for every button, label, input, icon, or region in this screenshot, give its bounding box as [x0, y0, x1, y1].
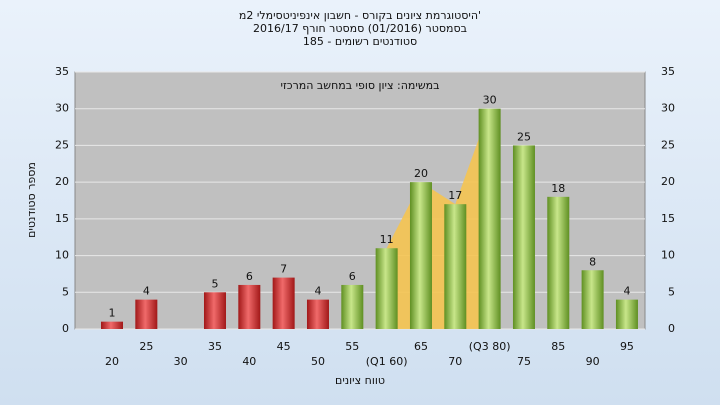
data-label: 1 — [109, 307, 116, 320]
x-tick-label: 25 — [139, 340, 153, 353]
title-line: היסטוגרמת ציונים בקורס - חשבון אינפיניטס… — [239, 9, 481, 22]
data-label: 5 — [211, 277, 218, 290]
y-tick-label: 15 — [55, 212, 69, 225]
x-tick-label: 45 — [277, 340, 291, 353]
title-line: בסמסטר (01/2016) סמסטר חורף 2016/17 — [253, 22, 467, 35]
y2-tick-label: 35 — [661, 65, 675, 78]
title-line: סטודנטים רשומים - 185 — [303, 35, 417, 48]
y-tick-label: 25 — [55, 138, 69, 151]
data-label: 30 — [483, 94, 497, 107]
x-tick-label: 85 — [551, 340, 565, 353]
x-tick-label: 75 — [517, 355, 531, 368]
data-label: 7 — [280, 263, 287, 276]
bar — [444, 204, 467, 329]
x-tick-label: 50 — [311, 355, 325, 368]
x-tick-label: 20 — [105, 355, 119, 368]
data-label: 4 — [143, 285, 150, 298]
data-label: 25 — [517, 130, 531, 143]
y2-tick-label: 10 — [661, 249, 675, 262]
data-label: 11 — [380, 233, 394, 246]
bar — [581, 270, 604, 329]
bar — [409, 182, 432, 329]
y2-tick-label: 30 — [661, 102, 675, 115]
bar — [547, 196, 570, 329]
x-tick-label: 30 — [174, 355, 188, 368]
data-label: 4 — [314, 285, 321, 298]
y-tick-label: 0 — [62, 322, 69, 335]
y-tick-label: 30 — [55, 102, 69, 115]
bar — [306, 299, 329, 329]
annotation: במשימה: ציון סופי במחשב המרכזי — [280, 79, 439, 92]
bar — [101, 321, 123, 329]
y2-tick-label: 25 — [661, 138, 675, 151]
x-tick-label: 70 — [448, 355, 462, 368]
data-label: 4 — [623, 285, 630, 298]
x-tick-label: 40 — [242, 355, 256, 368]
x-tick-label: 35 — [208, 340, 222, 353]
y-tick-label: 35 — [55, 65, 69, 78]
data-label: 6 — [349, 270, 356, 283]
bar — [375, 248, 398, 329]
data-label: 6 — [246, 270, 253, 283]
y-axis-label: מספר סטודנטים — [25, 162, 38, 238]
x-tick-label: 95 — [620, 340, 634, 353]
y2-tick-label: 0 — [668, 322, 675, 335]
x-tick-label: 55 — [345, 340, 359, 353]
y2-tick-label: 5 — [668, 285, 675, 298]
bar — [512, 145, 535, 329]
y2-tick-label: 20 — [661, 175, 675, 188]
bar — [135, 299, 158, 329]
x-tick-label: (Q1 60) — [366, 355, 408, 368]
bar — [341, 284, 364, 329]
y-tick-label: 5 — [62, 285, 69, 298]
bar — [203, 292, 226, 329]
x-tick-label: 90 — [586, 355, 600, 368]
data-label: 20 — [414, 167, 428, 180]
data-label: 18 — [551, 182, 565, 195]
y2-tick-label: 15 — [661, 212, 675, 225]
data-label: 8 — [589, 255, 596, 268]
x-axis-label: טווח ציונים — [335, 374, 385, 387]
y-tick-label: 20 — [55, 175, 69, 188]
bar — [272, 277, 295, 329]
bar — [478, 108, 501, 329]
x-tick-label: (Q3 80) — [469, 340, 511, 353]
y-tick-label: 10 — [55, 249, 69, 262]
data-label: 17 — [448, 189, 462, 202]
bar — [238, 284, 261, 329]
bar — [615, 299, 638, 329]
x-tick-label: 65 — [414, 340, 428, 353]
